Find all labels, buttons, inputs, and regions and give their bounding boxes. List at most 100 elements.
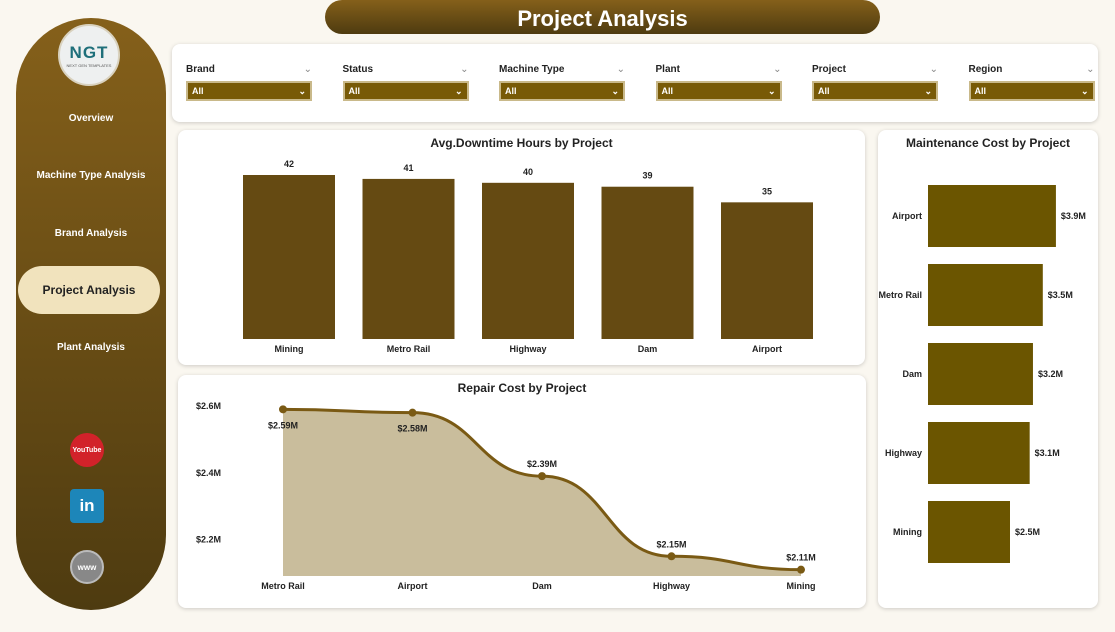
x-tick-label: Highway	[653, 581, 690, 591]
filter-value: All	[348, 86, 361, 96]
repair-chart-card: Repair Cost by Project $2.6M $2.4M $2.2M $2…	[178, 375, 866, 608]
youtube-icon[interactable]: YouTube	[70, 433, 104, 467]
globe-label: www	[77, 562, 97, 572]
data-label: $2.59M	[268, 420, 298, 430]
filter-dropdown[interactable]: All ⌄	[968, 81, 1095, 101]
x-tick-label: Highway	[509, 344, 546, 354]
filter-label-text: Machine Type	[499, 64, 565, 75]
chart-title: Maintenance Cost by Project	[905, 136, 1071, 150]
filter-dropdown[interactable]: All ⌄	[186, 81, 312, 101]
bar	[482, 182, 574, 339]
logo-text: NGT	[69, 42, 109, 62]
youtube-label: YouTube	[72, 446, 102, 454]
logo-subtext: NEXT GEN TEMPLATES	[66, 62, 112, 68]
bar	[928, 264, 1043, 326]
data-label: 41	[403, 163, 413, 173]
filter-label-text: Project	[812, 64, 846, 75]
filter-label: Status ⌄	[343, 64, 469, 75]
linkedin-label: in	[79, 496, 95, 515]
filter-panel: Brand ⌄ All ⌄ Status ⌄ All ⌄ Machine Type ⌄ All…	[172, 44, 1098, 122]
x-tick-label: Metro Rail	[387, 344, 431, 354]
nav-plant-analysis[interactable]: Plant Analysis	[57, 342, 125, 353]
data-label: $3.9M	[1061, 211, 1086, 221]
chevron-down-icon[interactable]: ⌄	[773, 64, 782, 75]
x-tick-label: Metro Rail	[261, 581, 305, 591]
filter-value: All	[192, 86, 204, 96]
bar	[928, 501, 1010, 563]
filter-region: Region ⌄ All ⌄	[968, 64, 1095, 101]
x-tick-label: Dam	[532, 581, 552, 591]
filter-label: Project ⌄	[812, 64, 938, 75]
filter-label: Region ⌄	[969, 64, 1095, 75]
filter-label-text: Brand	[186, 64, 215, 75]
data-label: 35	[762, 186, 772, 196]
filter-dropdown[interactable]: All ⌄	[655, 81, 782, 101]
data-label: $2.15M	[656, 539, 686, 549]
nav-machine-type-analysis[interactable]: Machine Type Analysis	[36, 170, 146, 181]
globe-icon[interactable]: www	[70, 550, 104, 584]
y-tick-label: Highway	[885, 448, 922, 458]
downtime-chart-card: Avg.Downtime Hours by Project 42 Mining 41…	[178, 130, 865, 365]
filter-plant: Plant ⌄ All ⌄	[655, 64, 782, 101]
data-point	[538, 472, 546, 481]
chevron-down-icon: ⌄	[454, 85, 463, 96]
bar	[721, 202, 813, 339]
x-tick-label: Airport	[398, 581, 428, 591]
nav-project-analysis[interactable]: Project Analysis	[18, 266, 160, 314]
chevron-down-icon: ⌄	[1080, 85, 1089, 96]
filter-dropdown[interactable]: All ⌄	[499, 81, 625, 101]
linkedin-icon[interactable]: in	[70, 489, 104, 523]
y-tick-label: Airport	[892, 211, 922, 221]
chevron-down-icon[interactable]: ⌄	[616, 64, 625, 75]
data-point	[797, 565, 805, 574]
x-tick-label: Mining	[787, 581, 816, 591]
data-label: 42	[284, 159, 294, 169]
filter-value: All	[505, 86, 517, 96]
chevron-down-icon: ⌄	[298, 85, 306, 96]
filter-machine-type: Machine Type ⌄ All ⌄	[499, 64, 625, 101]
data-point	[279, 405, 287, 414]
x-tick-label: Mining	[275, 344, 304, 354]
y-tick-label: Metro Rail	[878, 290, 922, 300]
data-label: $2.5M	[1015, 527, 1040, 537]
maintenance-bar-chart: Airport $3.9M Metro Rail $3.5M Dam $3.2M Highw…	[878, 185, 1086, 563]
filter-value: All	[974, 86, 987, 96]
chevron-down-icon[interactable]: ⌄	[303, 64, 312, 75]
bar	[243, 175, 335, 339]
data-label: 40	[523, 167, 533, 177]
filter-dropdown[interactable]: All ⌄	[812, 81, 938, 101]
filter-dropdown[interactable]: All ⌄	[342, 81, 469, 101]
filter-value: All	[661, 86, 674, 96]
maintenance-chart-card: Maintenance Cost by Project Airport $3.9M…	[878, 130, 1098, 608]
x-tick-label: Dam	[638, 344, 658, 354]
nav-brand-analysis[interactable]: Brand Analysis	[54, 228, 128, 239]
chevron-down-icon: ⌄	[611, 85, 619, 96]
area-fill	[283, 409, 801, 576]
downtime-bar-chart: 42 Mining 41 Metro Rail 40 Highway 39 Dam 35 Airp…	[243, 159, 813, 354]
filter-label: Brand ⌄	[186, 64, 312, 75]
chevron-down-icon: ⌄	[924, 85, 932, 96]
data-label: 39	[642, 171, 652, 181]
repair-area-chart: $2.6M $2.4M $2.2M $2.59M Metro Rail $2.58M Air…	[196, 401, 816, 591]
chevron-down-icon[interactable]: ⌄	[1086, 64, 1095, 75]
sidebar: NGT NEXT GEN TEMPLATES Overview Machine T…	[16, 18, 166, 610]
data-label: $2.58M	[397, 424, 427, 434]
data-point	[667, 552, 676, 561]
filter-value: All	[818, 86, 830, 96]
nav-overview[interactable]: Overview	[68, 113, 114, 124]
filter-label: Plant ⌄	[656, 64, 782, 75]
y-tick-label: $2.4M	[196, 468, 221, 478]
chevron-down-icon[interactable]: ⌄	[929, 64, 938, 75]
filter-brand: Brand ⌄ All ⌄	[186, 64, 312, 101]
data-label: $3.2M	[1038, 369, 1063, 379]
y-tick-label: Mining	[893, 527, 922, 537]
filter-label-text: Region	[968, 64, 1003, 75]
page-title: Project Analysis	[325, 0, 880, 34]
y-tick-label: Dam	[902, 369, 922, 379]
data-label: $2.39M	[527, 459, 557, 469]
logo: NGT NEXT GEN TEMPLATES	[58, 24, 120, 86]
chevron-down-icon[interactable]: ⌄	[460, 64, 469, 75]
chevron-down-icon: ⌄	[767, 85, 776, 96]
bar	[928, 422, 1030, 484]
chart-title: Repair Cost by Project	[457, 381, 587, 395]
